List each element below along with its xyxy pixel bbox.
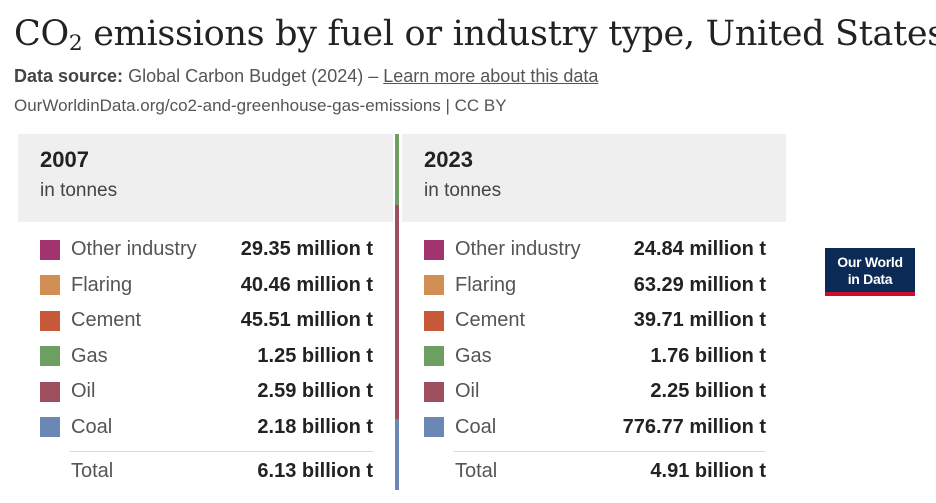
panel-header: 2023 in tonnes [402, 134, 786, 222]
color-swatch [424, 239, 444, 260]
legend-row: Cement 39.71 million t [402, 303, 786, 339]
source-label: Data source: [14, 66, 124, 86]
category-label: Flaring [455, 273, 517, 296]
total-row: Total 6.13 billion t [18, 452, 393, 490]
title-main: CO [14, 14, 69, 54]
category-value: 2.59 billion t [257, 380, 373, 403]
legend-row: Other industry 24.84 million t [402, 232, 786, 268]
category-label: Other industry [455, 238, 581, 261]
panel-rows: Other industry 29.35 million t Flaring 40.4… [18, 232, 393, 445]
logo-accent-bar [825, 292, 915, 296]
color-swatch [40, 381, 60, 402]
legend-row: Oil 2.59 billion t [18, 374, 393, 410]
legend-row: Gas 1.25 billion t [18, 339, 393, 375]
panel-unit: in tonnes [424, 180, 502, 201]
color-swatch [40, 275, 60, 296]
category-label: Flaring [71, 273, 133, 296]
category-label: Cement [455, 309, 526, 332]
legend-row: Flaring 40.46 million t [18, 268, 393, 304]
title-subscript: 2 [68, 30, 83, 56]
legend-row: Other industry 29.35 million t [18, 232, 393, 268]
category-value: 40.46 million t [240, 273, 373, 296]
learn-more-link[interactable]: Learn more about this data [383, 66, 599, 86]
panel-unit: in tonnes [40, 180, 118, 201]
category-label: Coal [71, 415, 113, 438]
logo-line-1: Our World [837, 254, 903, 270]
category-label: Cement [71, 309, 142, 332]
color-swatch [424, 381, 444, 402]
category-label: Other industry [71, 238, 197, 261]
category-label: Oil [71, 380, 96, 403]
chart-title: CO2 emissions by fuel or industry type, … [14, 14, 936, 56]
category-label: Gas [71, 344, 108, 367]
category-value: 24.84 million t [633, 238, 766, 261]
title-rest: emissions by fuel or industry type, Unit… [82, 14, 936, 54]
source-text: Global Carbon Budget (2024) – [128, 66, 384, 86]
color-swatch [40, 239, 60, 260]
legend-row: Coal 776.77 million t [402, 410, 786, 446]
total-value: 6.13 billion t [257, 459, 373, 482]
total-label: Total [455, 459, 498, 482]
category-label: Oil [455, 380, 480, 403]
owid-logo[interactable]: Our World in Data [825, 248, 915, 296]
category-label: Coal [455, 415, 497, 438]
legend-row: Flaring 63.29 million t [402, 268, 786, 304]
source-url: OurWorldinData.org/co2-and-greenhouse-ga… [14, 96, 507, 115]
legend-row: Coal 2.18 billion t [18, 410, 393, 446]
total-divider [70, 451, 373, 452]
category-value: 63.29 million t [633, 273, 766, 296]
total-label: Total [71, 459, 114, 482]
panel-2007: 2007 in tonnes Other industry 29.35 milli… [18, 134, 393, 490]
category-value: 1.25 billion t [257, 344, 373, 367]
category-value: 29.35 million t [240, 238, 373, 261]
panel-rows: Other industry 24.84 million t Flaring 63.2… [402, 232, 786, 445]
category-value: 1.76 billion t [650, 344, 766, 367]
panel-2023: 2023 in tonnes Other industry 24.84 milli… [402, 134, 786, 490]
total-value: 4.91 billion t [650, 459, 766, 482]
category-value: 2.25 billion t [650, 380, 766, 403]
color-swatch [424, 417, 444, 438]
panel-header: 2007 in tonnes [18, 134, 393, 222]
panel-year: 2023 [424, 147, 473, 172]
divider-line [395, 134, 399, 490]
color-swatch [40, 310, 60, 331]
category-value: 45.51 million t [240, 309, 373, 332]
legend-row: Oil 2.25 billion t [402, 374, 786, 410]
category-value: 39.71 million t [633, 309, 766, 332]
category-label: Gas [455, 344, 492, 367]
legend-row: Gas 1.76 billion t [402, 339, 786, 375]
total-divider [454, 451, 766, 452]
color-swatch [424, 310, 444, 331]
category-value: 2.18 billion t [257, 415, 373, 438]
category-value: 776.77 million t [622, 415, 766, 438]
panel-year: 2007 [40, 147, 89, 172]
color-swatch [424, 346, 444, 367]
color-swatch [40, 346, 60, 367]
color-swatch [40, 417, 60, 438]
data-source: Data source: Global Carbon Budget (2024)… [14, 66, 598, 87]
legend-row: Cement 45.51 million t [18, 303, 393, 339]
color-swatch [424, 275, 444, 296]
total-row: Total 4.91 billion t [402, 452, 786, 490]
logo-line-2: in Data [847, 271, 893, 287]
